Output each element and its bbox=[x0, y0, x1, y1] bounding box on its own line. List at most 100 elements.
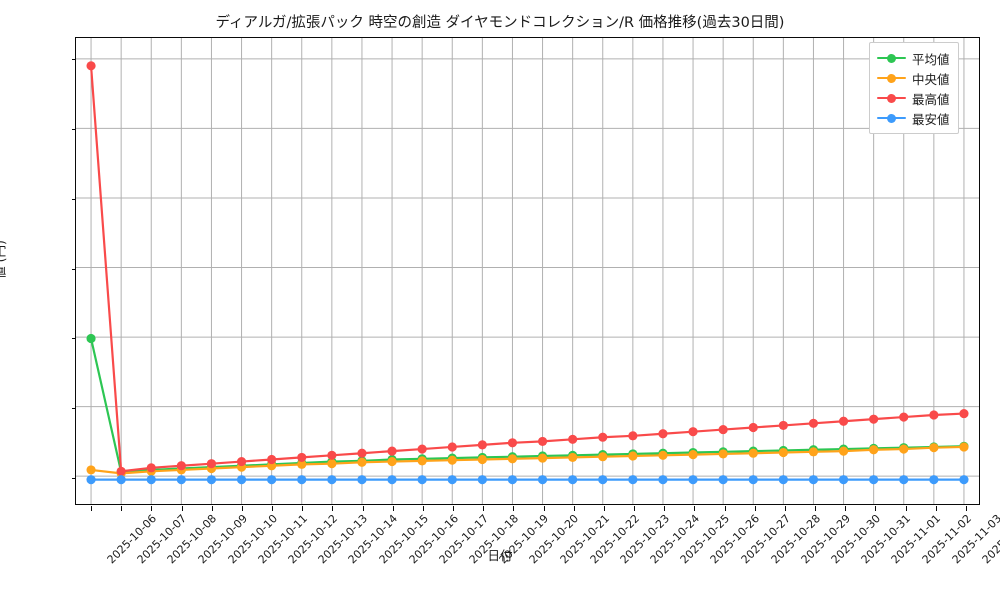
data-point bbox=[718, 449, 728, 459]
x-tick-mark bbox=[875, 506, 877, 511]
data-point bbox=[688, 475, 698, 485]
data-point bbox=[869, 445, 879, 455]
data-point bbox=[327, 450, 337, 460]
data-point bbox=[808, 475, 819, 485]
x-tick-mark bbox=[634, 506, 636, 511]
data-point bbox=[869, 414, 879, 424]
data-point bbox=[417, 475, 427, 485]
data-point bbox=[899, 475, 909, 485]
series-line bbox=[89, 445, 966, 475]
data-point bbox=[176, 461, 186, 471]
data-point bbox=[568, 475, 578, 485]
y-tick-mark bbox=[71, 408, 76, 410]
data-point bbox=[86, 475, 96, 485]
legend-swatch-icon bbox=[877, 92, 906, 105]
data-point bbox=[778, 420, 788, 430]
x-tick-mark bbox=[965, 506, 967, 511]
series-3 bbox=[86, 475, 969, 485]
data-point bbox=[658, 429, 668, 439]
x-tick-mark bbox=[453, 506, 455, 511]
y-tick-mark bbox=[71, 58, 76, 60]
data-point bbox=[718, 424, 728, 435]
y-tick-mark bbox=[71, 268, 76, 270]
data-point bbox=[357, 457, 367, 467]
data-point bbox=[869, 475, 879, 485]
data-point bbox=[959, 475, 969, 485]
x-tick-mark bbox=[91, 506, 93, 511]
legend-swatch-icon bbox=[877, 72, 906, 85]
data-point bbox=[838, 416, 849, 426]
chart-title: ディアルガ/拡張パック 時空の創造 ダイヤモンドコレクション/R 価格推移(過去… bbox=[215, 15, 785, 31]
x-tick-mark bbox=[272, 506, 274, 511]
data-point bbox=[507, 438, 518, 448]
x-tick-mark bbox=[543, 506, 545, 511]
x-tick-mark bbox=[694, 506, 696, 511]
series-line bbox=[89, 64, 966, 473]
x-tick-mark bbox=[784, 506, 786, 511]
x-tick-mark bbox=[603, 506, 605, 511]
y-tick-mark bbox=[71, 478, 76, 480]
data-point bbox=[387, 456, 397, 467]
legend-label: 平均値 bbox=[912, 51, 950, 67]
x-tick-mark bbox=[422, 506, 424, 511]
legend-label: 中央値 bbox=[912, 71, 950, 87]
data-point bbox=[387, 446, 397, 456]
x-tick-mark bbox=[664, 506, 666, 511]
series-1 bbox=[86, 442, 969, 478]
data-point bbox=[628, 451, 638, 461]
data-point bbox=[267, 461, 277, 471]
data-point bbox=[748, 448, 758, 458]
legend-item-3[interactable]: 最安値 bbox=[877, 108, 950, 128]
data-point bbox=[838, 475, 849, 485]
x-tick-mark bbox=[815, 506, 817, 511]
chart-legend: 平均値中央値 最高値最安値 bbox=[869, 42, 959, 134]
data-point bbox=[447, 442, 457, 452]
series-0 bbox=[86, 333, 969, 477]
y-tick-mark bbox=[71, 198, 76, 200]
x-tick-mark bbox=[362, 506, 364, 511]
data-point bbox=[387, 475, 397, 485]
data-point bbox=[236, 456, 247, 467]
data-point bbox=[628, 431, 638, 441]
data-point bbox=[537, 436, 548, 446]
data-point bbox=[297, 475, 307, 485]
data-point bbox=[959, 442, 969, 452]
data-point bbox=[357, 475, 367, 485]
plot-area: 4005006007008009001000 2025-10-062025-10… bbox=[71, 37, 1000, 566]
x-tick-mark bbox=[392, 506, 394, 511]
data-point bbox=[417, 444, 427, 454]
data-point bbox=[899, 412, 909, 422]
data-point bbox=[447, 475, 457, 485]
data-point bbox=[778, 475, 788, 485]
legend-item-0[interactable]: 平均値 bbox=[877, 48, 950, 68]
legend-swatch-icon bbox=[877, 52, 906, 65]
data-point bbox=[297, 459, 307, 469]
data-series-layer bbox=[86, 61, 969, 485]
x-tick-mark bbox=[573, 506, 575, 511]
x-tick-mark bbox=[181, 506, 183, 511]
data-point bbox=[146, 475, 156, 485]
data-point bbox=[929, 475, 939, 485]
data-point bbox=[748, 475, 758, 485]
legend-item-2[interactable]: 最高値 bbox=[877, 88, 950, 108]
data-point bbox=[297, 452, 307, 462]
legend-swatch-icon bbox=[877, 112, 906, 125]
data-point bbox=[267, 454, 277, 465]
x-tick-mark bbox=[754, 506, 756, 511]
data-point bbox=[146, 463, 156, 473]
x-tick-mark bbox=[151, 506, 153, 511]
data-point bbox=[116, 475, 126, 485]
data-point bbox=[568, 434, 578, 444]
data-point bbox=[206, 475, 217, 485]
legend-item-1[interactable]: 中央値 bbox=[877, 68, 950, 88]
series-line bbox=[89, 337, 966, 474]
data-point bbox=[206, 459, 217, 469]
data-point bbox=[236, 475, 247, 485]
x-tick-mark bbox=[241, 506, 243, 511]
data-point bbox=[327, 459, 337, 469]
grid-layer bbox=[76, 38, 979, 504]
data-point bbox=[477, 475, 487, 485]
data-point bbox=[688, 450, 698, 460]
legend-label: 最安値 bbox=[912, 111, 950, 127]
